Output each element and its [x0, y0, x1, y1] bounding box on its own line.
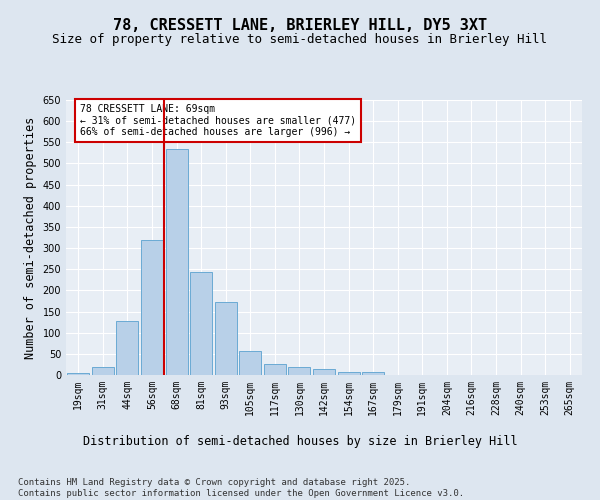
- Y-axis label: Number of semi-detached properties: Number of semi-detached properties: [24, 116, 37, 358]
- Bar: [362, 372, 384, 375]
- Text: Contains HM Land Registry data © Crown copyright and database right 2025.
Contai: Contains HM Land Registry data © Crown c…: [18, 478, 464, 498]
- Bar: [264, 364, 286, 375]
- Bar: [239, 352, 262, 375]
- Text: Distribution of semi-detached houses by size in Brierley Hill: Distribution of semi-detached houses by …: [83, 435, 517, 448]
- Bar: [166, 148, 188, 375]
- Bar: [116, 321, 139, 375]
- Text: Size of property relative to semi-detached houses in Brierley Hill: Size of property relative to semi-detach…: [53, 32, 548, 46]
- Bar: [338, 372, 359, 375]
- Text: 78, CRESSETT LANE, BRIERLEY HILL, DY5 3XT: 78, CRESSETT LANE, BRIERLEY HILL, DY5 3X…: [113, 18, 487, 32]
- Bar: [92, 366, 114, 375]
- Bar: [190, 272, 212, 375]
- Bar: [67, 374, 89, 375]
- Bar: [313, 368, 335, 375]
- Bar: [289, 366, 310, 375]
- Bar: [215, 302, 237, 375]
- Bar: [141, 240, 163, 375]
- Text: 78 CRESSETT LANE: 69sqm
← 31% of semi-detached houses are smaller (477)
66% of s: 78 CRESSETT LANE: 69sqm ← 31% of semi-de…: [80, 104, 356, 138]
